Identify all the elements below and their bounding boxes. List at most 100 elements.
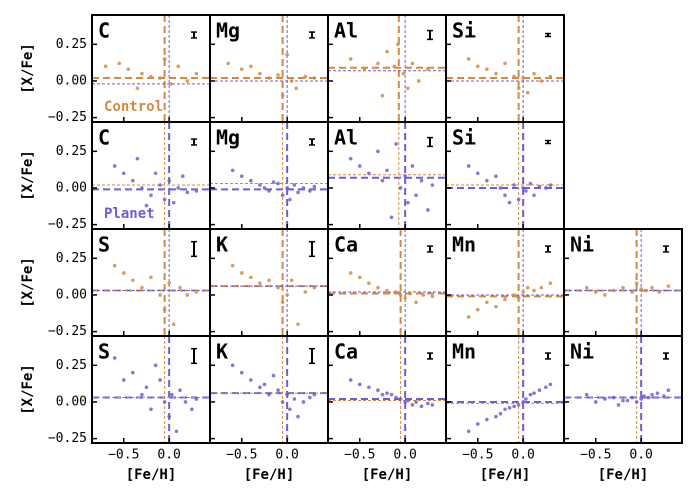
- point: [521, 290, 525, 294]
- point: [153, 171, 158, 176]
- point: [296, 414, 300, 419]
- point: [288, 407, 292, 412]
- point: [312, 285, 317, 290]
- point: [153, 363, 158, 368]
- point: [140, 71, 144, 76]
- point: [149, 193, 153, 198]
- y-tick-label: −0.25: [48, 324, 87, 339]
- x-tick-label: −0.5: [462, 448, 493, 463]
- point: [498, 186, 503, 190]
- point: [149, 407, 153, 412]
- point: [149, 74, 153, 79]
- point: [258, 281, 262, 286]
- point: [367, 171, 371, 176]
- point: [539, 285, 544, 290]
- point: [385, 391, 389, 395]
- point: [230, 168, 235, 173]
- element-label: Si: [452, 19, 476, 43]
- point: [466, 57, 471, 61]
- point: [521, 186, 525, 190]
- point: [603, 397, 607, 401]
- point: [301, 186, 306, 190]
- y-tick-label: 0.00: [56, 394, 87, 409]
- point: [419, 178, 424, 183]
- point: [171, 322, 176, 327]
- y-tick-label: 0.25: [56, 358, 87, 373]
- point: [548, 382, 553, 387]
- point: [398, 186, 403, 190]
- point: [406, 86, 410, 91]
- point: [121, 378, 126, 382]
- point: [612, 288, 616, 293]
- point: [112, 263, 117, 268]
- point: [380, 178, 385, 183]
- point: [616, 403, 621, 407]
- point: [498, 411, 503, 416]
- point: [414, 400, 418, 404]
- x-tick-label: 0.0: [393, 448, 416, 463]
- point: [521, 76, 525, 80]
- x-tick-label: 0.0: [629, 448, 652, 463]
- point: [548, 183, 553, 187]
- point: [239, 370, 244, 375]
- point: [528, 181, 533, 186]
- x-tick-label: −0.5: [344, 448, 375, 463]
- y-tick-label: 0.25: [56, 37, 87, 52]
- point: [170, 392, 174, 397]
- point: [249, 275, 253, 280]
- point: [308, 395, 312, 400]
- point: [539, 79, 544, 83]
- y-axis-label: [X/Fe]: [20, 150, 36, 201]
- point: [537, 184, 542, 189]
- point: [376, 149, 380, 154]
- point: [593, 290, 598, 294]
- point: [485, 417, 489, 422]
- point: [296, 190, 300, 195]
- point: [131, 370, 135, 375]
- point: [639, 397, 643, 401]
- point: [258, 385, 262, 390]
- point: [485, 67, 489, 72]
- point: [528, 392, 533, 397]
- point: [121, 171, 126, 176]
- point: [419, 404, 424, 409]
- point: [362, 67, 367, 72]
- point: [503, 297, 507, 302]
- point: [494, 174, 498, 179]
- point: [180, 174, 185, 179]
- point: [239, 174, 244, 179]
- x-tick-label: 0.0: [511, 448, 534, 463]
- element-label: Ca: [334, 340, 358, 364]
- point: [178, 285, 182, 290]
- point: [301, 400, 306, 404]
- point: [140, 186, 144, 190]
- point: [642, 394, 646, 398]
- point: [357, 382, 362, 387]
- point: [162, 400, 167, 404]
- point: [276, 388, 280, 393]
- point: [262, 382, 267, 387]
- point: [485, 300, 489, 305]
- point: [507, 406, 512, 410]
- element-label: Mn: [452, 233, 476, 257]
- point: [603, 293, 607, 297]
- point: [288, 197, 292, 202]
- point: [144, 203, 149, 208]
- point: [126, 67, 131, 72]
- point: [117, 61, 122, 66]
- point: [525, 285, 530, 290]
- point: [167, 414, 171, 419]
- point: [357, 275, 362, 280]
- point: [308, 189, 312, 193]
- point: [178, 388, 182, 393]
- point: [348, 156, 353, 161]
- point: [403, 296, 407, 300]
- group-annotation: Planet: [104, 206, 155, 222]
- point: [103, 64, 108, 69]
- point: [398, 293, 403, 297]
- point: [512, 293, 516, 297]
- y-axis-label: [X/Fe]: [20, 43, 36, 94]
- point: [662, 394, 666, 398]
- point: [548, 74, 553, 79]
- point: [267, 278, 271, 283]
